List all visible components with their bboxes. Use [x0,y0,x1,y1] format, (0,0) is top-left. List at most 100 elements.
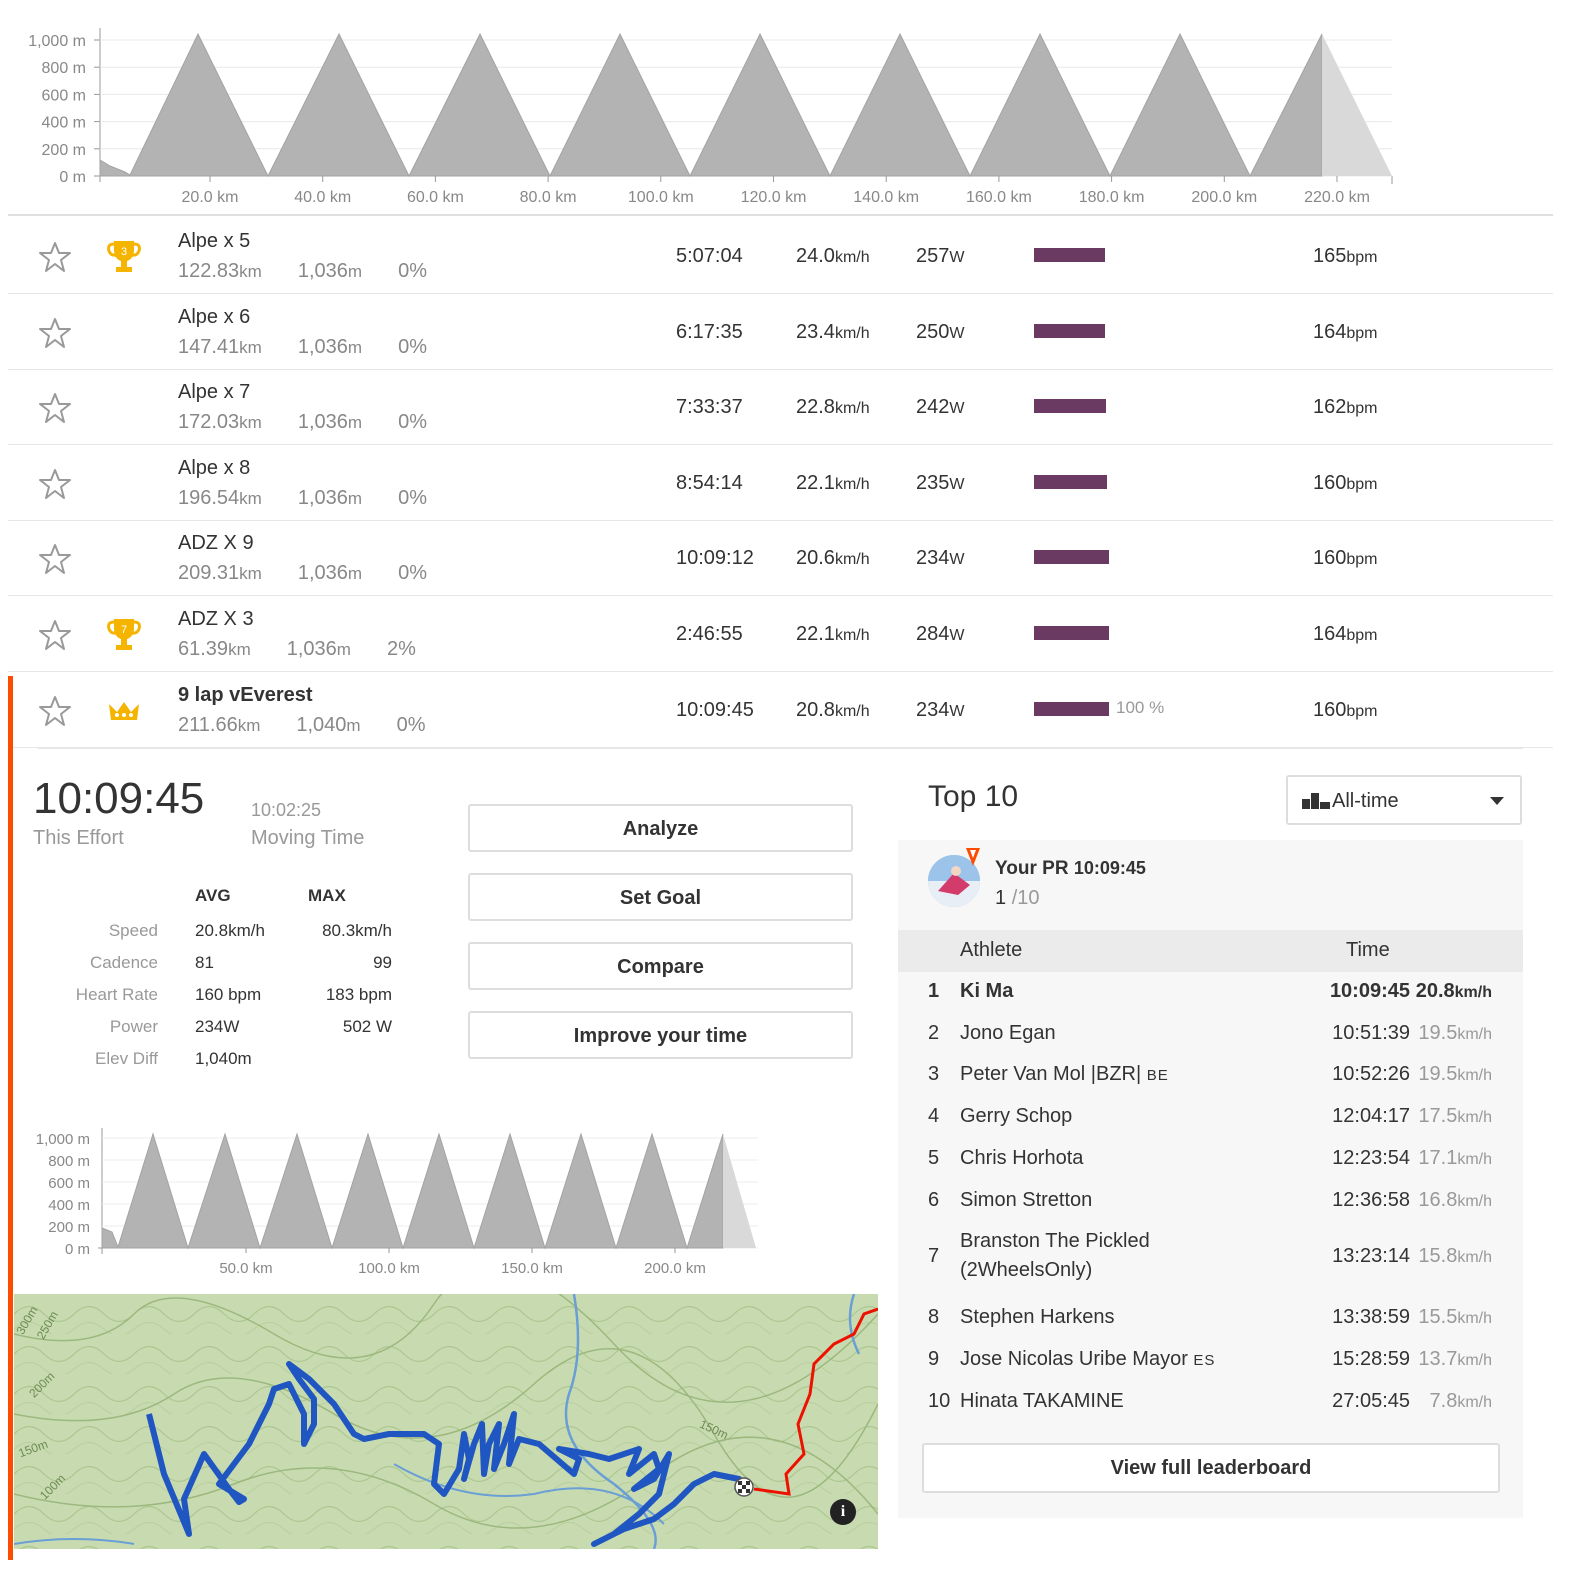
athlete-speed: 19.5km/h [1418,1021,1492,1044]
athlete-name[interactable]: Gerry Schop [960,1105,1073,1128]
leaderboard-row[interactable]: 1 Ki Ma 10:09:45 20.8km/h [900,980,1520,1020]
athlete-time: 15:28:59 [1332,1347,1410,1370]
segment-heart-rate: 164bpm [1313,320,1378,343]
analyze-button[interactable]: Analyze [468,804,853,852]
segment-time: 8:54:14 [676,471,743,494]
timeframe-dropdown[interactable]: All-time [1286,775,1522,825]
y-tick-label: 1,000 m [36,1131,90,1148]
athlete-time: 13:23:14 [1332,1245,1410,1268]
x-tick-label: 200.0 km [1191,189,1257,206]
star-icon[interactable] [38,240,72,274]
athlete-time: 10:09:45 [1329,980,1410,1002]
segment-elevation: 1,036m [297,411,363,434]
athlete-time: 12:36:58 [1332,1188,1410,1211]
leaderboard-row[interactable]: 7 Branston The Pickled (2WheelsOnly) 13:2… [900,1230,1520,1290]
effort-bar-label: 100 % [1116,697,1165,717]
compare-button[interactable]: Compare [468,942,853,990]
star-icon[interactable] [38,391,72,425]
star-icon[interactable] [38,542,72,576]
segment-map[interactable]: 300m 250m 200m 150m 100m 150m i [14,1294,878,1549]
crown-icon [109,701,139,720]
y-tick-label: 1,000 m [28,33,86,50]
segment-name[interactable]: ADZ X 9 [178,532,254,555]
athlete-name[interactable]: Ki Ma [960,980,1014,1002]
leaderboard-row[interactable]: 3 Peter Van Mol |BZR| BE 10:52:26 19.5km… [900,1063,1520,1103]
rank: 4 [928,1105,940,1128]
star-icon[interactable] [38,316,72,350]
segment-row[interactable]: Alpe x 8 196.54km 1,036m 0% 8:54:14 22.1km… [8,445,1553,521]
leaderboard-row[interactable]: 9 Jose Nicolas Uribe Mayor ES 15:28:59 1… [900,1348,1520,1388]
trophy-rank: 3 [121,246,127,258]
leaderboard-row[interactable]: 6 Simon Stretton 12:36:58 16.8km/h [900,1189,1520,1229]
athlete-name[interactable]: Jose Nicolas Uribe Mayor ES [960,1347,1216,1370]
x-tick-label: 150.0 km [501,1260,563,1277]
y-tick-label: 400 m [42,115,86,132]
athlete-name[interactable]: Chris Horhota [960,1146,1084,1169]
segment-elevation: 1,036m [297,260,363,282]
athlete-name[interactable]: Simon Stretton [960,1188,1093,1211]
segment-name[interactable]: ADZ X 3 [178,608,254,630]
segment-name[interactable]: 9 lap vEverest [178,683,313,706]
your-pr: Your PR 10:09:45 [995,858,1146,880]
effort-bar [1034,550,1109,565]
time-column-header: Time [1346,939,1390,961]
segment-name[interactable]: Alpe x 6 [178,305,251,328]
leaderboard-row[interactable]: 4 Gerry Schop 12:04:17 17.5km/h [900,1105,1520,1145]
segment-grade: 0% [398,260,427,282]
segment-time: 6:17:35 [676,320,743,343]
set-goal-button[interactable]: Set Goal [468,873,853,921]
athlete-speed: 13.7km/h [1418,1347,1492,1370]
segment-row[interactable]: 3 Alpe x 5 122.83km 1,036m 0% 5:07:04 24.0… [8,218,1553,294]
segment-elevation: 1,036m [297,486,363,509]
segment-row[interactable]: ADZ X 9 209.31km 1,036m 0% 10:09:12 20.6km… [8,520,1553,597]
athlete-time: 10:52:26 [1332,1063,1410,1086]
rank: 7 [928,1245,940,1268]
view-full-leaderboard-button[interactable]: View full leaderboard [922,1443,1500,1493]
stat-max: 502 W [342,1017,392,1036]
info-icon[interactable]: i [830,1499,856,1525]
y-tick-label: 600 m [48,1175,90,1192]
segment-meta: 122.83km 1,036m 0% [178,260,445,283]
segment-row[interactable]: Alpe x 6 147.41km 1,036m 0% 6:17:35 23.4km… [8,294,1553,370]
leaderboard-row[interactable]: 2 Jono Egan 10:51:39 19.5km/h [900,1022,1520,1062]
x-tick-label: 100.0 km [628,189,694,206]
avg-header: AVG [195,886,231,905]
improve-time-button[interactable]: Improve your time [468,1011,853,1059]
athlete-name[interactable]: Hinata TAKAMINE [960,1389,1124,1412]
y-tick-label: 0 m [65,1241,90,1258]
star-icon[interactable] [38,618,72,652]
athlete-name[interactable]: Peter Van Mol |BZR| BE [960,1063,1169,1086]
athlete-speed: 15.5km/h [1418,1306,1492,1329]
segment-name[interactable]: Alpe x 5 [178,230,251,252]
leaderboard-row[interactable]: 5 Chris Horhota 12:23:54 17.1km/h [900,1147,1520,1187]
athlete-speed: 15.8km/h [1418,1245,1492,1268]
segment-speed: 20.8km/h [796,698,870,721]
avatar[interactable] [928,855,980,907]
star-icon[interactable] [38,694,72,728]
elevation-profile-top[interactable]: 1,000 m 800 m 600 m 400 m 200 m 0 m 20.0 km 40.… [0,0,1576,214]
athlete-name[interactable]: Stephen Harkens [960,1306,1115,1329]
star-icon[interactable] [38,467,72,501]
leaderboard-row[interactable]: 8 Stephen Harkens 13:38:59 15.5km/h [900,1306,1520,1346]
segment-row[interactable]: 9 lap vEverest 211.66km 1,040m 0% 10:09:45… [8,672,1553,748]
athlete-speed: 20.8km/h [1415,980,1492,1002]
segment-grade: 0% [398,562,427,585]
athlete-name[interactable]: Jono Egan [960,1021,1056,1044]
elevation-profile-small: 1,000 m 800 m 600 m 400 m 200 m 0 m 50.0 km 100… [36,1128,758,1277]
athlete-speed: 17.5km/h [1418,1105,1492,1128]
athlete-name[interactable]: Branston The Pickled (2WheelsOnly) [960,1230,1150,1282]
stat-avg: 234W [195,1017,240,1036]
segment-row[interactable]: 7 ADZ X 3 61.39km 1,036m 2% 2:46:55 22.1km… [8,596,1553,672]
segment-speed: 20.6km/h [796,547,870,570]
athlete-name-line2: (2WheelsOnly) [960,1259,1093,1282]
segment-name[interactable]: Alpe x 7 [178,381,251,404]
x-tick-label: 50.0 km [219,1260,272,1277]
moving-time-label: Moving Time [251,827,365,849]
segment-grade: 2% [386,638,416,660]
athlete-time: 13:38:59 [1332,1306,1410,1329]
leaderboard-row[interactable]: 10 Hinata TAKAMINE 27:05:45 7.8km/h [900,1390,1520,1430]
segment-row[interactable]: Alpe x 7 172.03km 1,036m 0% 7:33:37 22.8km… [8,369,1553,446]
pr-rank-value: 1 [995,887,1007,909]
segment-distance: 172.03km [178,411,262,434]
segment-name[interactable]: Alpe x 8 [178,456,251,479]
